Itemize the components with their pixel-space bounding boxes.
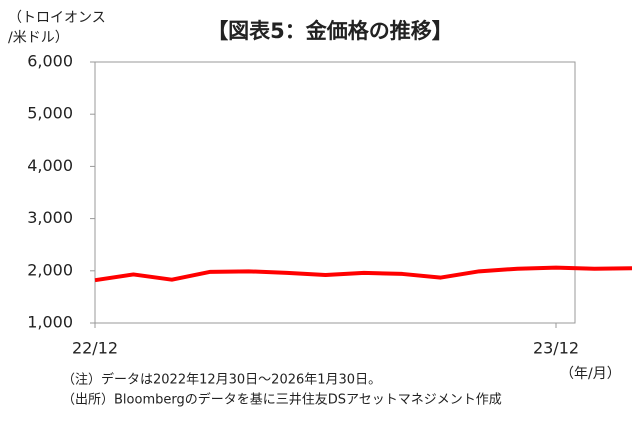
note: （注）データは2022年12月30日～2026年1月30日。 bbox=[62, 372, 381, 388]
y-tick-label: 5,000 bbox=[27, 104, 73, 123]
x-tick-label: 22/12 bbox=[72, 339, 118, 358]
chart-title: 【図表5：金価格の推移】 bbox=[207, 19, 453, 43]
x-axis-unit: （年/月） bbox=[560, 366, 621, 382]
note: （出所）Bloombergのデータを基に三井住友DSアセットマネジメント作成 bbox=[62, 392, 502, 408]
y-tick-label: 2,000 bbox=[27, 260, 73, 279]
y-tick-label: 4,000 bbox=[27, 156, 73, 175]
x-tick-label: 23/12 bbox=[533, 339, 579, 358]
y-tick-label: 6,000 bbox=[27, 52, 73, 71]
plot-frame bbox=[94, 61, 576, 324]
y-axis-label: /米ドル） bbox=[8, 30, 69, 46]
y-tick-label: 3,000 bbox=[27, 208, 73, 227]
y-tick-label: 1,000 bbox=[27, 313, 73, 332]
y-axis-label: （トロイオンス bbox=[8, 10, 106, 26]
price-line bbox=[94, 265, 632, 283]
